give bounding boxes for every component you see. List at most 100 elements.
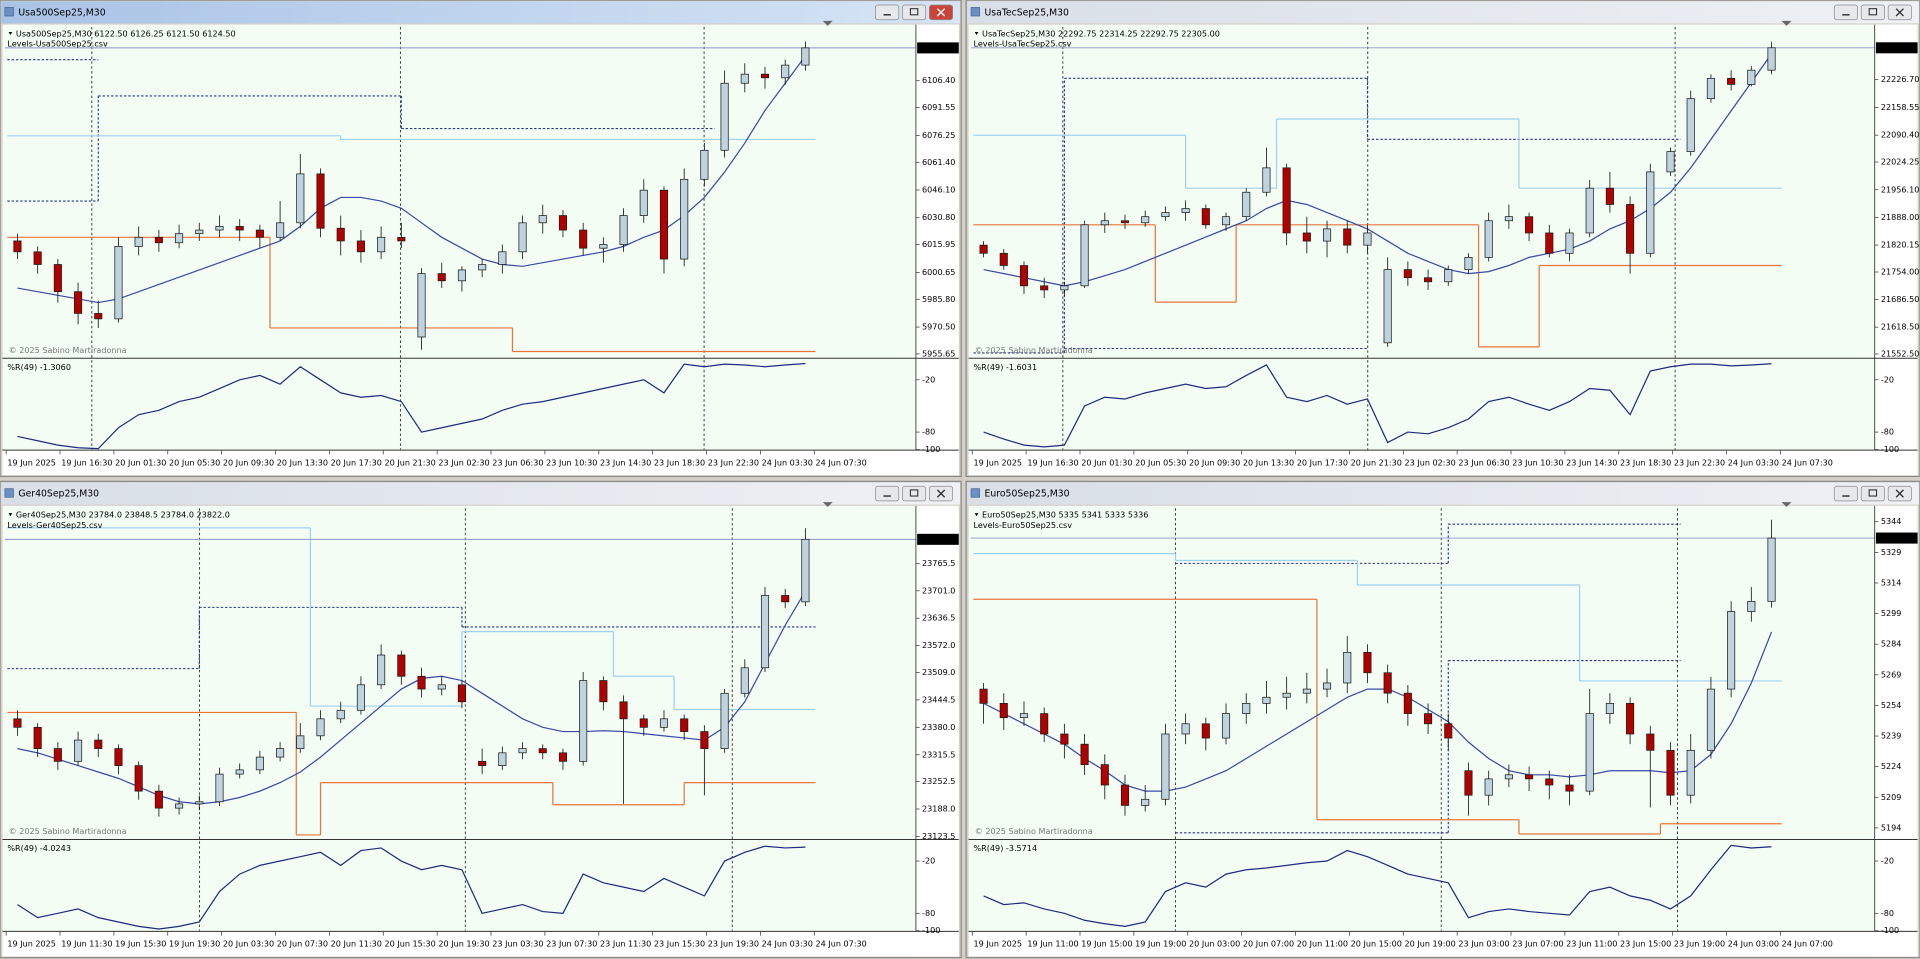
time-strip — [968, 931, 1918, 957]
candle-body — [114, 246, 123, 320]
y-tick-label: 22024.25 — [1881, 157, 1920, 167]
candle-body — [316, 173, 325, 229]
candle-body — [1525, 216, 1534, 234]
title-bar — [1, 1, 961, 24]
candle-body — [619, 215, 628, 245]
candle-body — [1060, 285, 1069, 291]
chart-area — [2, 505, 959, 957]
indicator-label: %R(49) -1.6031 — [973, 362, 1037, 372]
x-tick-label: 24 Jun 07:30 — [816, 939, 867, 949]
candle-body — [457, 684, 466, 703]
x-tick-label: 24 Jun 07:30 — [816, 457, 867, 467]
williams-r-line — [17, 362, 806, 450]
candle-body — [979, 688, 988, 704]
y-tick-label: 5254 — [1881, 700, 1902, 710]
candle-body — [1747, 600, 1756, 612]
y-tick-label: -20 — [1881, 856, 1894, 866]
chart-header: Usa500Sep25,M30 6122.50 6126.25 6121.50 … — [16, 28, 236, 38]
y-tick-label: 22158.55 — [1881, 102, 1920, 112]
x-tick-label: 19 Jun 19:00 — [1135, 939, 1186, 949]
x-tick-label: 19 Jun 15:00 — [1081, 939, 1132, 949]
x-tick-label: 23 Jun 02:30 — [1404, 457, 1455, 467]
candle-body — [296, 173, 305, 224]
x-tick-label: 20 Jun 01:30 — [1081, 457, 1132, 467]
candle-body — [740, 667, 749, 694]
candle-body — [195, 229, 204, 235]
candle-body — [781, 595, 790, 603]
candle-body — [478, 264, 487, 271]
chart-area — [2, 24, 959, 476]
button-glyph — [909, 489, 919, 497]
copyright: © 2025 Sabino Martiradonna — [975, 826, 1093, 836]
candle-body — [680, 178, 689, 260]
candle-body — [599, 680, 608, 703]
window-title: Ger40Sep25,M30 — [18, 489, 99, 500]
chart-area — [968, 24, 1918, 476]
button-glyph — [1895, 8, 1904, 17]
candle-body — [1221, 713, 1231, 739]
y-tick-label: 21888.00 — [1881, 212, 1920, 222]
candle-body — [1363, 651, 1372, 674]
minimize-button[interactable] — [1833, 485, 1858, 502]
x-tick-label: 23 Jun 18:30 — [1620, 457, 1671, 467]
title-bar — [967, 1, 1919, 24]
x-tick-label: 24 Jun 03:30 — [762, 939, 813, 949]
maximize-button[interactable] — [1860, 4, 1885, 21]
candle-body — [1262, 696, 1271, 704]
candle-body — [94, 739, 103, 749]
candle-body — [1019, 265, 1029, 287]
y-tick-label: -80 — [1881, 908, 1894, 918]
y-tick-label: 6046.10 — [922, 185, 955, 195]
y-tick-label: 6030.80 — [922, 212, 955, 222]
candle-body — [53, 748, 62, 762]
y-tick-label: -20 — [1881, 374, 1894, 384]
y-tick-label: 5299 — [1881, 608, 1902, 618]
candle-body — [437, 273, 446, 282]
y-tick-label: 5985.80 — [922, 294, 955, 304]
minimize-button[interactable] — [875, 485, 900, 502]
maximize-button[interactable] — [902, 4, 927, 21]
x-tick-label: 20 Jun 03:00 — [1189, 939, 1240, 949]
candle-body — [1363, 232, 1372, 246]
candle-body — [1626, 703, 1635, 735]
x-tick-label: 23 Jun 11:30 — [600, 939, 651, 949]
y-tick-label: 5284 — [1881, 639, 1902, 649]
candle-body — [558, 752, 567, 762]
candle-body — [1706, 77, 1715, 100]
candle-body — [377, 236, 386, 253]
x-tick-label: 24 Jun 07:30 — [1782, 457, 1833, 467]
minimize-button[interactable] — [1833, 4, 1858, 21]
candle-body — [1242, 191, 1251, 218]
copyright: © 2025 Sabino Martiradonna — [9, 826, 127, 836]
window-title: Usa500Sep25,M30 — [18, 7, 105, 18]
candle-body — [979, 244, 988, 254]
candle-body — [1100, 220, 1109, 226]
candle-body — [599, 244, 608, 249]
candle-body — [215, 773, 224, 803]
candle-body — [538, 215, 547, 224]
maximize-button[interactable] — [902, 485, 927, 502]
scroll-marker — [1781, 20, 1792, 26]
candle-body — [720, 692, 729, 749]
candle-body — [1141, 216, 1150, 224]
x-tick-label: 19 Jun 11:00 — [1027, 939, 1078, 949]
scroll-marker — [1781, 502, 1792, 508]
moving-average — [17, 55, 806, 304]
x-tick-label: 20 Jun 03:30 — [223, 939, 274, 949]
indicator-label: %R(49) -3.5714 — [973, 843, 1037, 853]
candle-body — [1565, 232, 1574, 254]
title-bar — [967, 482, 1919, 505]
x-tick-label: 23 Jun 07:00 — [1512, 939, 1563, 949]
candle-body — [1262, 167, 1271, 193]
levels-file: Levels-Ger40Sep25.csv — [7, 520, 102, 530]
indicator-label: %R(49) -4.0243 — [7, 843, 71, 853]
price-label: 22305.00 — [1878, 42, 1917, 52]
candle-body — [1161, 212, 1170, 218]
candle-body — [457, 269, 466, 282]
x-tick-label: 20 Jun 19:30 — [438, 939, 489, 949]
maximize-button[interactable] — [1860, 485, 1885, 502]
menu-triangle — [8, 513, 13, 517]
minimize-button[interactable] — [875, 4, 900, 21]
candle-body — [1444, 723, 1453, 739]
candle-body — [255, 229, 264, 238]
